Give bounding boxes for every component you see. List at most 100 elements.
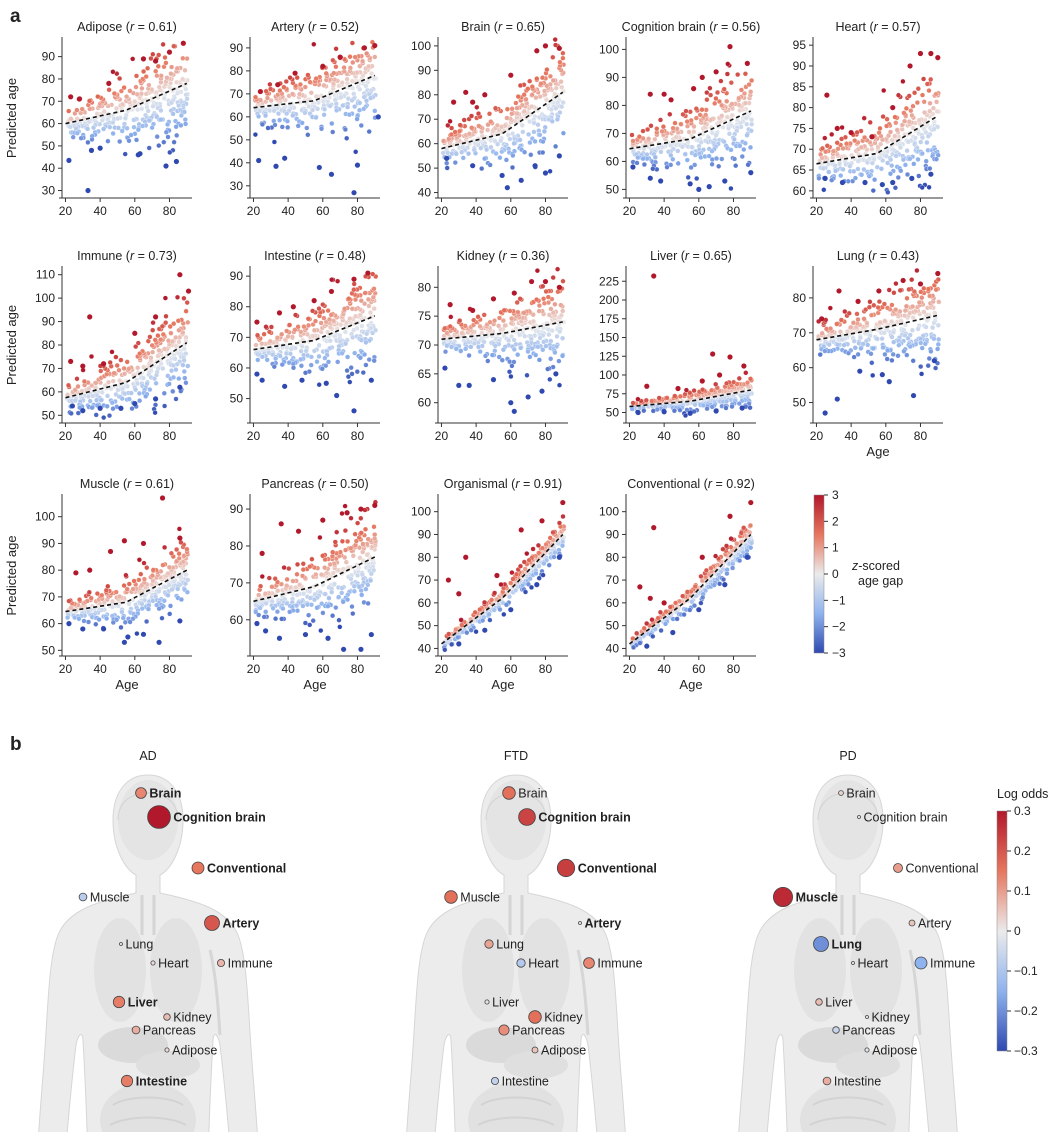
data-point (472, 150, 479, 156)
scatter-muscle: Muscle (r = 0.61)20 40 60 805060708090100Pr… (4, 477, 192, 692)
data-point (281, 84, 287, 90)
data-point (70, 134, 76, 140)
data-point (703, 112, 709, 118)
data-point (315, 100, 321, 106)
outlier-point (273, 163, 279, 169)
data-point (744, 132, 750, 138)
data-point (344, 135, 350, 141)
data-point (165, 592, 171, 598)
data-point (902, 322, 908, 328)
data-point (540, 347, 546, 353)
x-tick-label: 80 (163, 662, 177, 676)
data-point (142, 593, 148, 599)
data-point (529, 103, 535, 110)
y-tick-label: 50 (42, 408, 56, 422)
data-point (160, 331, 166, 337)
data-point (146, 145, 152, 151)
data-point (923, 324, 929, 330)
data-point (141, 560, 147, 566)
data-point (138, 571, 144, 577)
data-point (664, 395, 670, 401)
data-point (906, 119, 912, 125)
data-point (926, 184, 932, 190)
data-point (719, 113, 725, 119)
y-tick-label: 80 (418, 280, 432, 294)
data-point (445, 150, 451, 156)
data-point (870, 372, 876, 378)
data-point (935, 322, 941, 328)
data-point (257, 605, 263, 611)
data-point (554, 116, 560, 122)
data-point (852, 345, 858, 351)
y-tick-label: 40 (418, 641, 432, 655)
outlier-point (80, 626, 86, 632)
data-point (729, 112, 735, 118)
data-point (107, 359, 113, 366)
data-point (178, 112, 184, 119)
data-point (509, 106, 515, 112)
x-tick-label: 80 (727, 662, 741, 676)
data-point (156, 143, 162, 149)
data-point (537, 132, 543, 138)
data-point (357, 100, 363, 106)
data-point (817, 352, 823, 358)
outlier-point (490, 296, 497, 302)
y-tick-label: 80 (418, 550, 432, 564)
outlier-point (542, 43, 549, 49)
data-point (444, 165, 450, 171)
data-point (731, 136, 737, 142)
data-point (285, 334, 291, 340)
data-point (536, 575, 542, 581)
data-point (93, 412, 99, 418)
data-point (139, 106, 145, 112)
y-tick-label: 100 (411, 39, 431, 53)
data-point (492, 343, 498, 349)
data-point (176, 526, 182, 532)
data-point (660, 124, 666, 130)
data-point (908, 108, 914, 114)
data-point (131, 117, 137, 123)
data-point (508, 373, 514, 380)
data-point (357, 555, 363, 561)
data-point (476, 123, 482, 129)
data-point (919, 371, 925, 377)
data-point (900, 78, 906, 84)
x-axis-label: Age (491, 677, 514, 692)
data-point (170, 374, 177, 380)
data-point (363, 98, 370, 104)
data-point (509, 111, 515, 117)
data-point (889, 302, 895, 308)
outlier-point (254, 319, 260, 325)
data-point (842, 308, 848, 315)
data-point (515, 352, 521, 358)
data-point (300, 561, 306, 567)
data-point (845, 350, 852, 356)
data-point (185, 363, 191, 369)
data-point (823, 149, 829, 155)
y-tick-label: 60 (606, 154, 620, 168)
data-point (367, 309, 374, 316)
data-point (263, 88, 269, 94)
outlier-point (722, 178, 728, 184)
data-point (174, 132, 180, 138)
y-tick-label: 60 (230, 361, 244, 375)
data-point (513, 587, 519, 593)
data-point (116, 593, 123, 600)
data-point (305, 132, 311, 138)
data-point (665, 149, 672, 155)
data-point (152, 410, 158, 416)
data-point (884, 356, 890, 362)
data-point (267, 108, 273, 114)
outlier-point (295, 528, 302, 534)
outlier-point (518, 177, 524, 183)
data-point (747, 405, 753, 411)
data-point (497, 606, 503, 613)
data-point (919, 295, 925, 301)
data-point (279, 124, 285, 130)
data-point (509, 315, 515, 322)
data-point (491, 607, 497, 613)
data-point (322, 355, 328, 361)
data-point (931, 336, 937, 342)
data-point (729, 101, 735, 107)
data-point (97, 121, 103, 127)
